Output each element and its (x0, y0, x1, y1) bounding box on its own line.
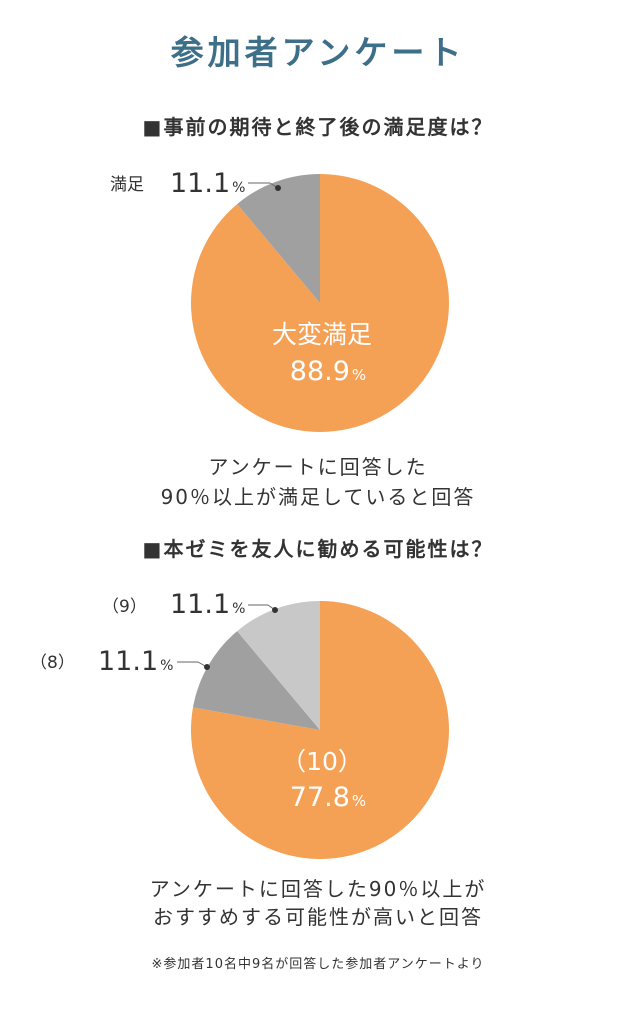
slice-label-satisfied: 満足 (110, 175, 144, 195)
page-title: 参加者アンケート (171, 33, 466, 72)
chart-1-summary-line-2: 90％以上が満足していると回答 (161, 485, 476, 509)
pie-slice-score-9 (237, 601, 320, 730)
pie-slice-very-satisfied (190, 174, 449, 433)
chart-2-summary-line-2: おすすめする可能性が高いと回答 (153, 905, 483, 929)
slice-label-score-10: （10） (281, 747, 363, 776)
slice-value-score-10: 77.8% (290, 782, 366, 813)
slice-value-score-8: 11.1% (98, 646, 173, 677)
slice-value-score-9: 11.1% (170, 589, 245, 620)
chart-1-pie (190, 174, 449, 433)
chart-2-summary-line-1: アンケートに回答した90％以上が (150, 877, 487, 901)
slice-label-very-satisfied: 大変満足 (272, 320, 372, 349)
chart-1-summary-line-1: アンケートに回答した (208, 455, 427, 479)
leader-line-score-9 (248, 604, 278, 613)
pie-slice-score-10 (190, 601, 449, 859)
slice-label-score-9: （9） (102, 597, 147, 617)
chart-satisfaction: ■事前の期待と終了後の満足度は？ 大変満足 88.9% 満足 11.1% アンケ… (110, 115, 494, 509)
slice-value-very-satisfied: 88.9% (290, 356, 366, 387)
footnote: ※参加者10名中9名が回答した参加者アンケートより (152, 956, 485, 972)
leader-line-score-8 (177, 661, 210, 670)
chart-recommend: ■本ゼミを友人に勧める可能性は？ （10） 77.8% （9） 11.1% （8… (30, 537, 494, 929)
slice-value-satisfied: 11.1% (170, 168, 245, 199)
slice-label-score-8: （8） (30, 653, 75, 673)
pie-slice-score-8 (192, 631, 320, 730)
chart-1-title: ■事前の期待と終了後の満足度は？ (143, 115, 494, 139)
pie-slice-satisfied (237, 174, 320, 303)
leader-line-satisfied (248, 182, 281, 191)
chart-2-title: ■本ゼミを友人に勧める可能性は？ (143, 537, 494, 561)
chart-2-pie (190, 601, 449, 859)
